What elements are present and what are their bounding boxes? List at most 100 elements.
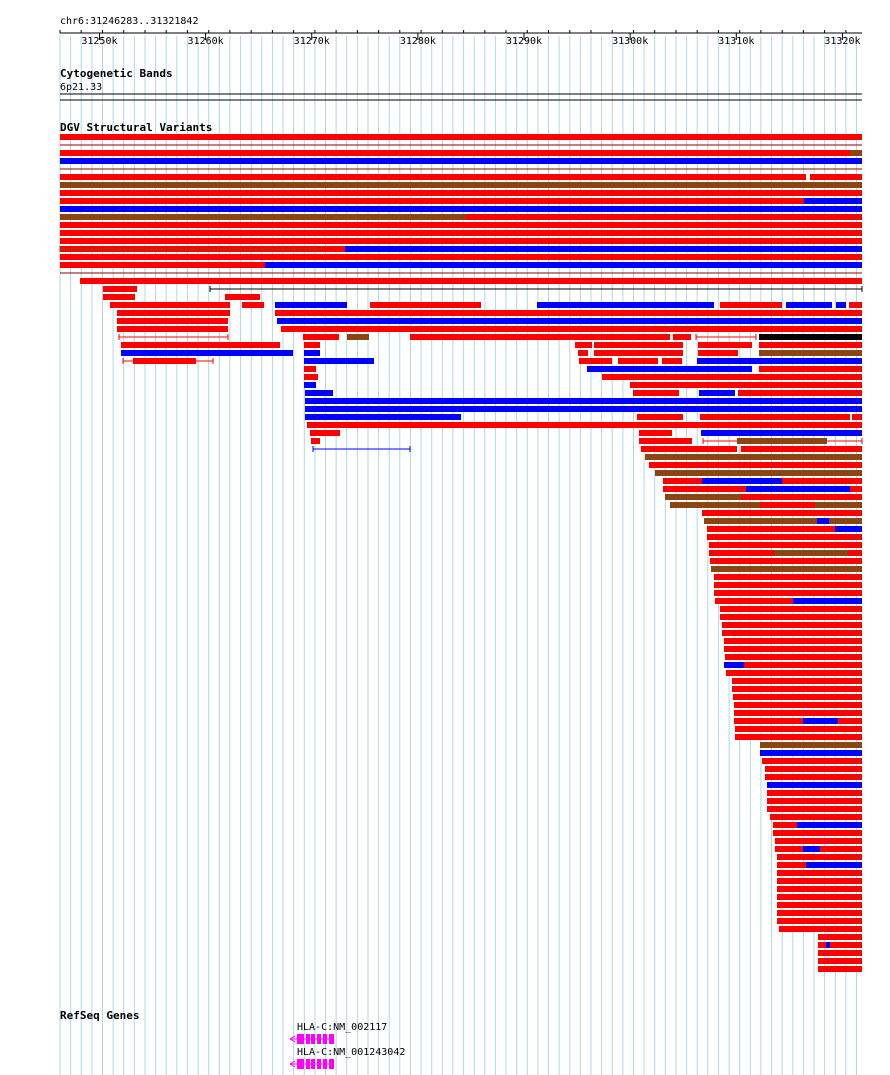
dgv-variant[interactable]	[770, 814, 862, 820]
dgv-variant[interactable]	[60, 222, 862, 228]
dgv-variant[interactable]	[714, 582, 862, 588]
dgv-variant[interactable]	[275, 310, 862, 316]
dgv-variant[interactable]	[751, 614, 790, 620]
refseq-track-title[interactable]: RefSeq Genes	[60, 1009, 139, 1022]
dgv-variant[interactable]	[304, 382, 316, 388]
dgv-variant[interactable]	[826, 894, 845, 900]
dgv-variant[interactable]	[579, 358, 612, 364]
dgv-variant[interactable]	[734, 702, 862, 708]
dgv-variant[interactable]	[700, 414, 850, 420]
gene-label[interactable]: HLA-C:NM_002117	[297, 1022, 387, 1033]
dgv-variant[interactable]	[303, 334, 339, 340]
dgv-variant[interactable]	[347, 334, 369, 340]
dgv-variant[interactable]	[741, 494, 862, 500]
gene-exon[interactable]	[306, 1059, 310, 1069]
dgv-variant[interactable]	[701, 486, 744, 492]
dgv-variant[interactable]	[60, 150, 862, 156]
dgv-variant[interactable]	[720, 302, 782, 308]
dgv-variant[interactable]	[60, 262, 262, 268]
dgv-variant[interactable]	[103, 286, 137, 292]
dgv-variant[interactable]	[688, 198, 803, 204]
dgv-variant[interactable]	[759, 670, 855, 676]
dgv-variant[interactable]	[304, 374, 318, 380]
dgv-variant[interactable]	[803, 718, 838, 724]
dgv-variant[interactable]	[60, 182, 862, 188]
dgv-variant[interactable]	[751, 694, 827, 700]
dgv-variant[interactable]	[370, 302, 481, 308]
dgv-variant[interactable]	[707, 526, 862, 532]
gene-exon[interactable]	[317, 1059, 321, 1069]
dgv-variant[interactable]	[645, 454, 862, 460]
dgv-variant[interactable]	[639, 438, 692, 444]
dgv-variant[interactable]	[738, 390, 862, 396]
dgv-variant[interactable]	[722, 606, 745, 612]
gene-label[interactable]: HLA-C:NM_001243042	[297, 1047, 405, 1058]
dgv-variant[interactable]	[702, 510, 862, 516]
dgv-variant[interactable]	[704, 518, 862, 524]
dgv-variant[interactable]	[103, 294, 135, 300]
dgv-track-title[interactable]: DGV Structural Variants	[60, 121, 212, 134]
dgv-variant[interactable]	[60, 254, 862, 260]
dgv-variant[interactable]	[743, 542, 804, 548]
dgv-variant[interactable]	[578, 350, 588, 356]
gene-exon[interactable]	[329, 1034, 334, 1044]
dgv-variant[interactable]	[60, 134, 862, 140]
dgv-variant[interactable]	[699, 390, 735, 396]
dgv-variant[interactable]	[777, 902, 814, 908]
dgv-variant[interactable]	[760, 742, 849, 748]
dgv-variant[interactable]	[803, 846, 820, 852]
dgv-variant[interactable]	[655, 470, 862, 476]
dgv-variant[interactable]	[777, 886, 862, 892]
dgv-variant[interactable]	[759, 342, 862, 348]
dgv-variant[interactable]	[835, 526, 862, 532]
dgv-variant[interactable]	[633, 390, 679, 396]
gene-exon[interactable]	[297, 1034, 304, 1044]
dgv-variant[interactable]	[60, 198, 862, 204]
dgv-variant[interactable]	[618, 358, 658, 364]
dgv-variant[interactable]	[850, 150, 862, 156]
dgv-variant[interactable]	[110, 302, 230, 308]
dgv-variant[interactable]	[649, 462, 862, 468]
dgv-variant[interactable]	[304, 342, 320, 348]
dgv-variant[interactable]	[714, 590, 862, 596]
gene-exon[interactable]	[323, 1034, 327, 1044]
gene-exon[interactable]	[297, 1059, 304, 1069]
dgv-variant[interactable]	[768, 590, 787, 596]
dgv-variant[interactable]	[345, 246, 862, 252]
dgv-variant[interactable]	[697, 358, 862, 364]
dgv-variant[interactable]	[575, 342, 592, 348]
dgv-variant[interactable]	[117, 318, 228, 324]
dgv-variant[interactable]	[818, 934, 862, 940]
gene-exon[interactable]	[323, 1059, 327, 1069]
dgv-variant[interactable]	[711, 566, 862, 572]
dgv-variant[interactable]	[767, 766, 837, 772]
dgv-variant[interactable]	[826, 942, 830, 948]
dgv-variant[interactable]	[304, 350, 320, 356]
gene-exon[interactable]	[329, 1059, 334, 1069]
dgv-variant[interactable]	[759, 350, 862, 356]
dgv-variant[interactable]	[225, 294, 260, 300]
dgv-variant[interactable]	[722, 630, 862, 636]
dgv-variant[interactable]	[777, 894, 862, 900]
dgv-variant[interactable]	[786, 302, 832, 308]
dgv-variant[interactable]	[60, 230, 862, 236]
dgv-variant[interactable]	[60, 238, 862, 244]
dgv-variant[interactable]	[737, 438, 827, 444]
dgv-variant[interactable]	[760, 502, 815, 508]
dgv-variant[interactable]	[777, 894, 808, 900]
dgv-variant[interactable]	[773, 830, 862, 836]
dgv-variant[interactable]	[277, 318, 862, 324]
dgv-variant[interactable]	[60, 214, 862, 220]
dgv-variant[interactable]	[594, 350, 683, 356]
gene-exon[interactable]	[311, 1034, 315, 1044]
dgv-variant[interactable]	[765, 774, 862, 780]
dgv-variant[interactable]	[735, 726, 803, 732]
dgv-variant[interactable]	[60, 190, 862, 196]
dgv-variant[interactable]	[818, 950, 862, 956]
dgv-variant[interactable]	[724, 662, 744, 668]
dgv-variant[interactable]	[662, 358, 682, 364]
dgv-variant[interactable]	[630, 382, 862, 388]
dgv-variant[interactable]	[806, 862, 862, 868]
dgv-variant[interactable]	[725, 662, 862, 668]
dgv-variant[interactable]	[410, 334, 670, 340]
